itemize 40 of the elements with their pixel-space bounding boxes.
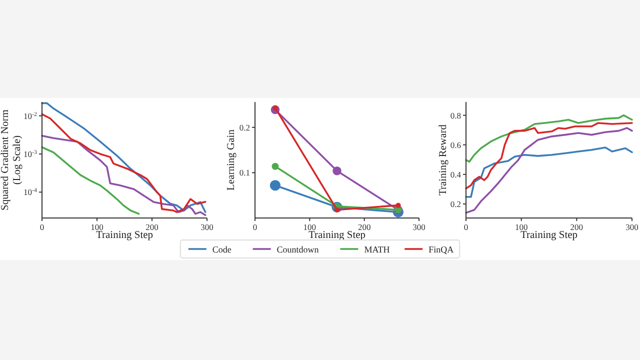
y-axis-title: Squared Gradient Norm (Log Scale): [0, 110, 23, 210]
y-tick-label: 0.1: [239, 168, 250, 178]
line-series: [465, 114, 633, 163]
x-tick-label: 300: [412, 222, 426, 232]
y-tick-label: 0.8: [450, 110, 461, 120]
y-tick-label: 10$^{-4}$: [24, 187, 38, 198]
line-series: [41, 146, 140, 215]
y-tick-label: 0.6: [450, 140, 461, 150]
y-tick-label: 0.2: [450, 198, 461, 209]
legend-label: FinQA: [428, 244, 454, 254]
x-tick-label: 100: [514, 222, 528, 232]
x-axis-title: Training Step: [520, 230, 578, 241]
x-tick-label: 100: [303, 222, 316, 232]
x-tick-label: 200: [358, 222, 371, 232]
legend-label: Code: [212, 244, 232, 254]
line-series: [465, 122, 633, 190]
x-tick-label: 300: [200, 222, 214, 232]
x-axis-title: Training Step: [308, 230, 366, 241]
y-axis-title: Learning Gain: [226, 128, 237, 190]
x-tick-label: 0: [464, 222, 468, 232]
x-tick-label: 300: [626, 222, 638, 232]
x-axis-title: Training Step: [96, 230, 154, 241]
line-series: [465, 127, 633, 214]
line-series: [465, 146, 633, 198]
y-tick-label: 10$^{-2}$: [24, 110, 38, 121]
point: [332, 166, 342, 176]
x-tick-label: 100: [90, 222, 104, 232]
y-tick-label: 0.2: [239, 122, 250, 132]
x-tick-label: 0: [252, 222, 258, 232]
legend-label: Countdown: [276, 244, 320, 254]
x-tick-label: 200: [146, 222, 158, 232]
point: [396, 202, 401, 208]
point: [272, 162, 279, 170]
legend-label: MATH: [364, 244, 390, 254]
x-tick-label: 0: [40, 222, 44, 232]
point: [270, 180, 281, 191]
y-tick-label: 10$^{-3}$: [24, 148, 38, 159]
y-axis-title: Training Reward: [438, 124, 449, 196]
y-tick-label: 0.4: [450, 169, 462, 180]
x-tick-label: 200: [570, 222, 584, 232]
